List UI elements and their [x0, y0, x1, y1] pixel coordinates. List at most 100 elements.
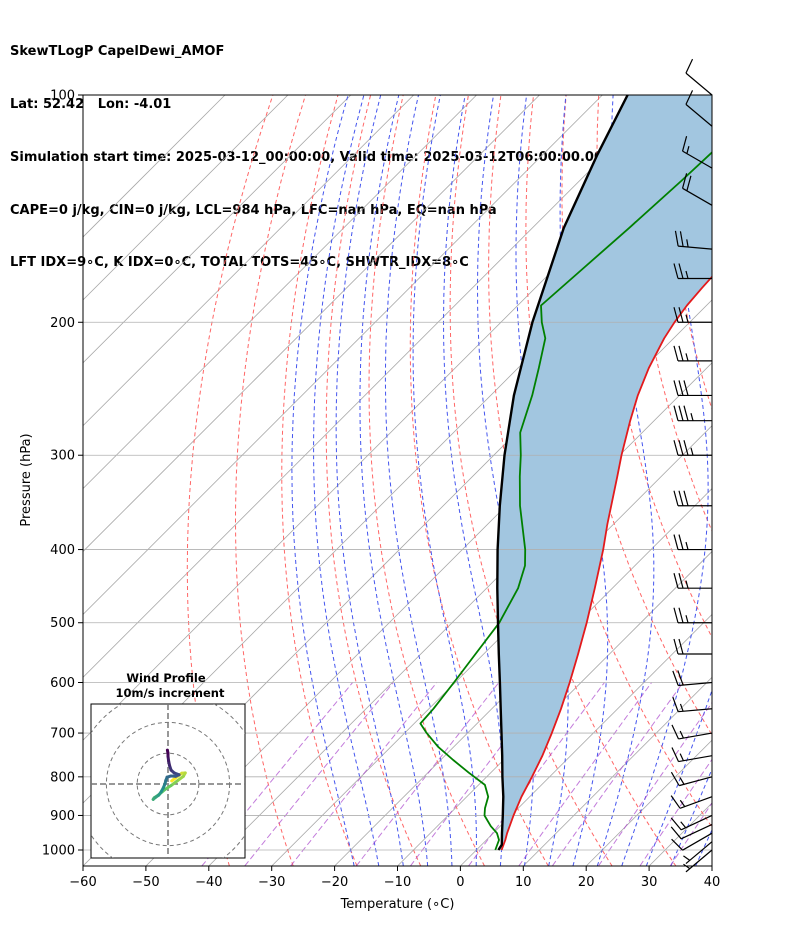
wind-barb: [671, 724, 713, 740]
barb-full: [685, 90, 694, 105]
isotherm: [83, 95, 666, 678]
hodograph-inset: Wind Profile 10m/s increment: [90, 671, 246, 859]
isotherm: [711, 865, 712, 866]
moist-adiabat: [412, 95, 477, 866]
moist-adiabat: [596, 95, 655, 866]
barb-full: [678, 607, 684, 623]
barb-staff: [680, 814, 713, 831]
barb-full: [678, 490, 684, 506]
barb-full: [670, 795, 681, 809]
temperature-line: [500, 275, 712, 851]
mixing-ratio-line: [290, 682, 438, 866]
cin-shading: [497, 95, 712, 850]
barb-half: [679, 777, 685, 785]
barb-full: [678, 345, 684, 362]
wind-barb: [671, 832, 713, 851]
title-indices-1: CAPE=0 j/kg, CIN=0 j/kg, LCL=984 hPa, LF…: [10, 202, 497, 218]
x-axis-label: Temperature (∘C): [340, 897, 455, 912]
barb-staff: [678, 681, 713, 687]
moist-adiabat: [384, 95, 453, 866]
barb-staff: [680, 823, 713, 840]
wind-barb: [683, 841, 713, 865]
hodograph-subtitle: 10m/s increment: [116, 686, 225, 700]
barb-full: [678, 263, 684, 279]
barb-full: [681, 136, 688, 152]
dry-adiabat: [186, 95, 274, 866]
isotherm: [83, 95, 289, 301]
barb-full: [678, 307, 684, 323]
barb-half: [686, 239, 689, 248]
wind-barb: [672, 670, 713, 687]
barb-half: [683, 863, 691, 870]
barb-half: [686, 146, 690, 154]
title-times: Simulation start time: 2025-03-12_00:00:…: [10, 149, 603, 165]
x-tick-label: −10: [384, 875, 411, 890]
x-tick-label: −60: [69, 875, 96, 890]
profile-lines: [419, 95, 712, 851]
isotherm: [460, 613, 712, 866]
wind-barb: [670, 823, 713, 840]
cape-cin-fill: [497, 95, 712, 850]
isotherm: [83, 95, 540, 553]
parcel-line: [496, 95, 629, 851]
barb-full: [673, 380, 679, 396]
barb-staff: [678, 732, 713, 740]
moist-adiabat: [645, 688, 712, 866]
y-tick-label: 600: [50, 676, 75, 691]
barb-full: [673, 345, 679, 362]
wind-barb: [681, 173, 713, 206]
barb-half: [679, 799, 686, 807]
dewpoint-line: [419, 151, 712, 851]
barb-staff: [685, 849, 713, 873]
barb-staff: [685, 841, 713, 865]
barb-full: [670, 817, 682, 831]
isotherm: [83, 95, 226, 238]
barb-half: [685, 615, 689, 623]
barb-half: [680, 821, 687, 829]
barb-full: [673, 638, 679, 655]
dry-adiabat: [409, 95, 549, 866]
barb-half: [679, 703, 684, 712]
y-tick-label: 1000: [42, 844, 75, 859]
wind-barb: [674, 230, 713, 250]
mixing-ratio-line: [244, 682, 394, 866]
barb-half: [690, 413, 694, 421]
barb-staff: [685, 72, 713, 96]
wind-barb: [672, 696, 713, 713]
x-tick-label: −50: [132, 875, 159, 890]
dry-adiabat: [325, 95, 422, 866]
title-location: Lat: 52.42 Lon: -4.01: [10, 96, 172, 112]
wind-barb: [673, 307, 712, 323]
x-tick-label: −30: [258, 875, 285, 890]
hodograph-segment: [165, 748, 170, 755]
barb-full: [671, 838, 683, 851]
hodograph-title: Wind Profile: [126, 671, 206, 685]
wind-barb: [673, 263, 712, 280]
barb-full: [673, 534, 679, 550]
wind-barb: [673, 440, 712, 456]
dry-adiabat: [235, 95, 306, 866]
barb-full: [671, 747, 680, 762]
barb-half: [685, 353, 689, 362]
barb-full: [674, 230, 679, 247]
x-tick-label: 10: [515, 875, 532, 890]
moist-adiabat: [670, 767, 712, 866]
barb-full: [673, 307, 679, 323]
wind-barb: [681, 136, 713, 169]
moist-adiabat: [335, 95, 404, 866]
barb-staff: [685, 103, 713, 127]
wind-barb: [673, 490, 712, 507]
mixing-ratio-line: [639, 758, 712, 866]
y-axis-label: Pressure (hPa): [19, 433, 34, 526]
barb-full: [683, 380, 689, 396]
mixing-ratio-line: [355, 682, 500, 866]
wind-barb: [670, 795, 713, 809]
barb-full: [678, 573, 684, 589]
wind-barb: [673, 380, 712, 397]
barb-full: [670, 771, 680, 786]
y-tick-label: 300: [50, 449, 75, 464]
x-tick-label: −40: [195, 875, 222, 890]
mixing-ratio-line: [468, 682, 605, 866]
x-tick-label: 0: [456, 875, 464, 890]
